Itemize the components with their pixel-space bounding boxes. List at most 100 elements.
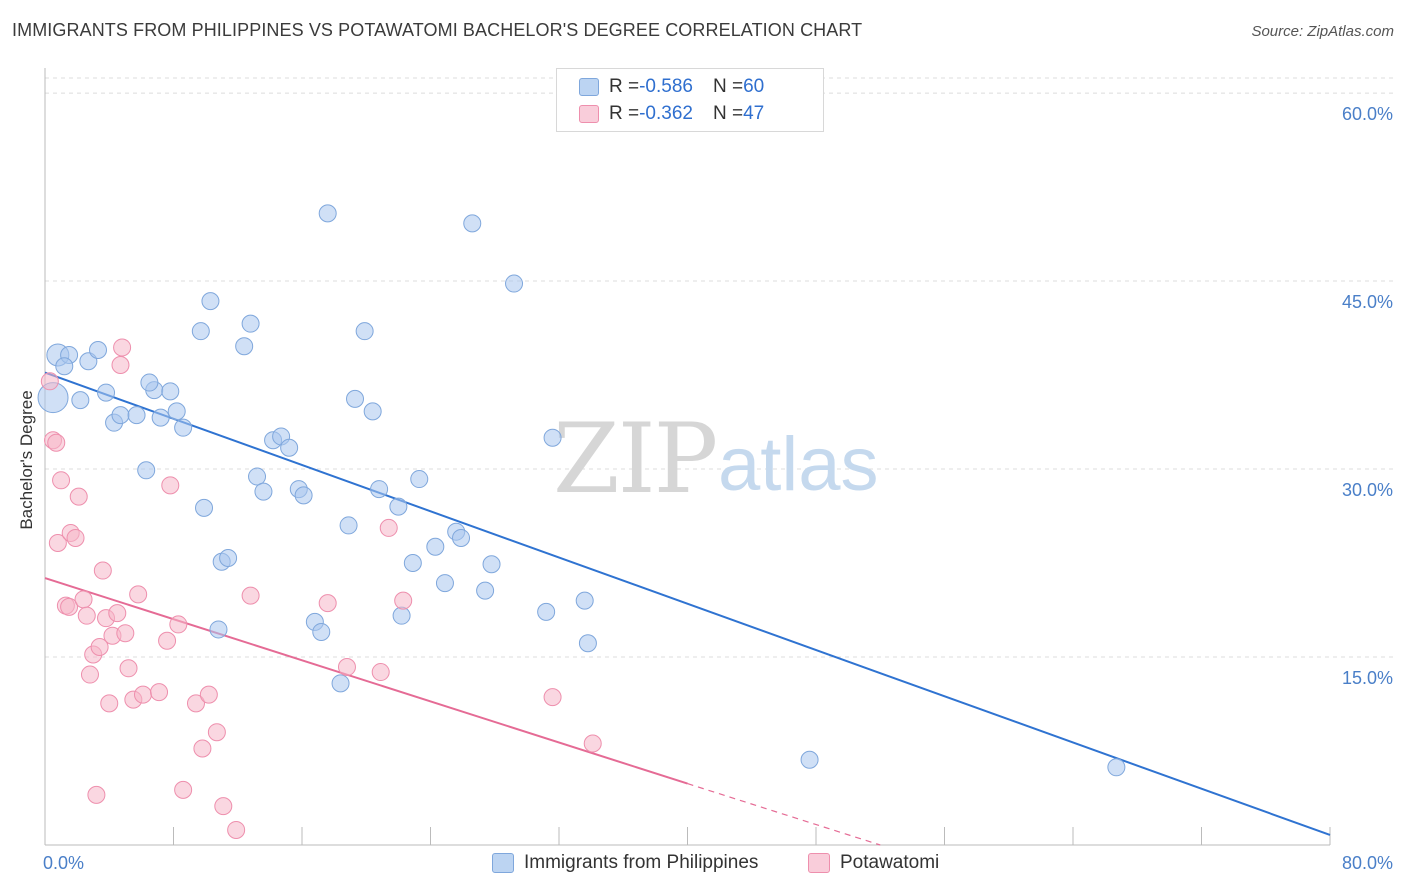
- point-philippines: [1107, 758, 1126, 777]
- point-philippines: [97, 383, 116, 402]
- point-potawatomi: [108, 604, 127, 623]
- point-philippines: [543, 428, 562, 447]
- axes: [44, 68, 1331, 846]
- point-potawatomi: [318, 594, 337, 613]
- point-potawatomi: [47, 433, 66, 452]
- point-potawatomi: [543, 688, 562, 707]
- point-philippines: [452, 528, 471, 547]
- point-philippines: [537, 602, 556, 621]
- point-philippines: [505, 274, 524, 293]
- stats-legend: R = -0.586 N = 60 R = -0.362 N = 47: [556, 68, 824, 132]
- point-potawatomi: [337, 658, 356, 677]
- point-potawatomi: [87, 785, 106, 804]
- point-potawatomi: [74, 590, 93, 609]
- legend-row-potawatomi: R = -0.362 N = 47: [579, 102, 764, 126]
- watermark: ZIP atlas: [553, 403, 879, 515]
- legend-swatch-philippines: [492, 853, 514, 873]
- watermark-atlas: atlas: [718, 422, 879, 507]
- y-tick-label: 45.0%: [1342, 292, 1393, 312]
- point-philippines: [195, 498, 214, 517]
- point-potawatomi: [150, 683, 169, 702]
- point-philippines: [403, 554, 422, 573]
- point-philippines: [482, 555, 501, 574]
- point-potawatomi: [394, 591, 413, 610]
- point-philippines: [280, 438, 299, 457]
- point-philippines: [137, 461, 156, 480]
- point-philippines: [89, 340, 108, 359]
- point-philippines: [355, 322, 374, 341]
- legend-label-philippines: Immigrants from Philippines: [524, 852, 759, 873]
- point-potawatomi: [161, 476, 180, 495]
- legend-n-label: N =: [712, 76, 744, 97]
- point-potawatomi: [40, 372, 59, 391]
- x-tick-label: 80.0%: [1342, 853, 1393, 873]
- point-potawatomi: [371, 663, 390, 682]
- legend-r-label: R =: [609, 103, 640, 124]
- point-philippines: [151, 408, 170, 427]
- point-philippines: [476, 581, 495, 600]
- y-tick-label: 60.0%: [1342, 104, 1393, 124]
- y-tick-label: 30.0%: [1342, 480, 1393, 500]
- point-potawatomi: [199, 685, 218, 704]
- point-potawatomi: [69, 487, 88, 506]
- point-philippines: [201, 292, 220, 311]
- point-potawatomi: [158, 631, 177, 650]
- point-philippines: [363, 402, 382, 421]
- legend-r-label: R =: [609, 76, 640, 97]
- legend-swatch-philippines: [579, 78, 599, 96]
- legend-swatch-potawatomi: [579, 105, 599, 123]
- point-potawatomi: [52, 471, 71, 490]
- point-philippines: [55, 357, 74, 376]
- point-philippines: [318, 204, 337, 223]
- legend-swatch-potawatomi: [808, 853, 830, 873]
- point-philippines: [575, 591, 594, 610]
- point-philippines: [248, 467, 267, 486]
- point-philippines: [209, 620, 228, 639]
- point-philippines: [241, 314, 260, 333]
- point-philippines: [140, 373, 159, 392]
- point-philippines: [435, 574, 454, 593]
- trend-line-philippines: [44, 371, 1331, 836]
- tick-labels: 15.0% 30.0% 45.0% 60.0% 0.0% 80.0%: [43, 104, 1393, 873]
- legend-item-potawatomi[interactable]: Potawatomi: [808, 852, 939, 874]
- source-credit: Source: ZipAtlas.com: [1251, 23, 1394, 40]
- point-philippines: [426, 537, 445, 556]
- grid-lines: [45, 77, 1393, 658]
- point-philippines: [346, 389, 365, 408]
- point-philippines: [191, 322, 210, 341]
- point-philippines: [174, 418, 193, 437]
- legend-r-value: -0.362: [639, 103, 693, 124]
- watermark-zip: ZIP: [553, 403, 716, 515]
- y-axis-label: Bachelor's Degree: [17, 390, 36, 529]
- trend-line-potawatomi-extension: [687, 783, 881, 846]
- point-philippines: [111, 406, 130, 425]
- point-philippines: [578, 634, 597, 653]
- point-potawatomi: [80, 665, 99, 684]
- point-philippines: [389, 497, 408, 516]
- point-potawatomi: [93, 561, 112, 580]
- point-potawatomi: [193, 739, 212, 758]
- point-philippines: [294, 486, 313, 505]
- point-potawatomi: [186, 694, 205, 713]
- legend-item-philippines[interactable]: Immigrants from Philippines: [492, 852, 758, 874]
- point-potawatomi: [77, 606, 96, 625]
- point-potawatomi: [48, 533, 67, 552]
- point-potawatomi: [129, 585, 148, 604]
- point-potawatomi: [241, 586, 260, 605]
- point-potawatomi: [133, 685, 152, 704]
- point-philippines: [127, 406, 146, 425]
- point-philippines: [219, 549, 238, 568]
- point-potawatomi: [214, 797, 233, 816]
- point-philippines: [339, 516, 358, 535]
- point-potawatomi: [100, 694, 119, 713]
- legend-n-label: N =: [712, 103, 744, 124]
- point-philippines: [312, 622, 331, 641]
- point-philippines: [800, 750, 819, 769]
- point-philippines: [254, 482, 273, 501]
- point-philippines: [71, 391, 90, 410]
- point-philippines: [331, 674, 350, 693]
- point-philippines: [463, 214, 482, 233]
- x-tick-label: 0.0%: [43, 853, 84, 873]
- legend-n-value: 60: [743, 76, 765, 97]
